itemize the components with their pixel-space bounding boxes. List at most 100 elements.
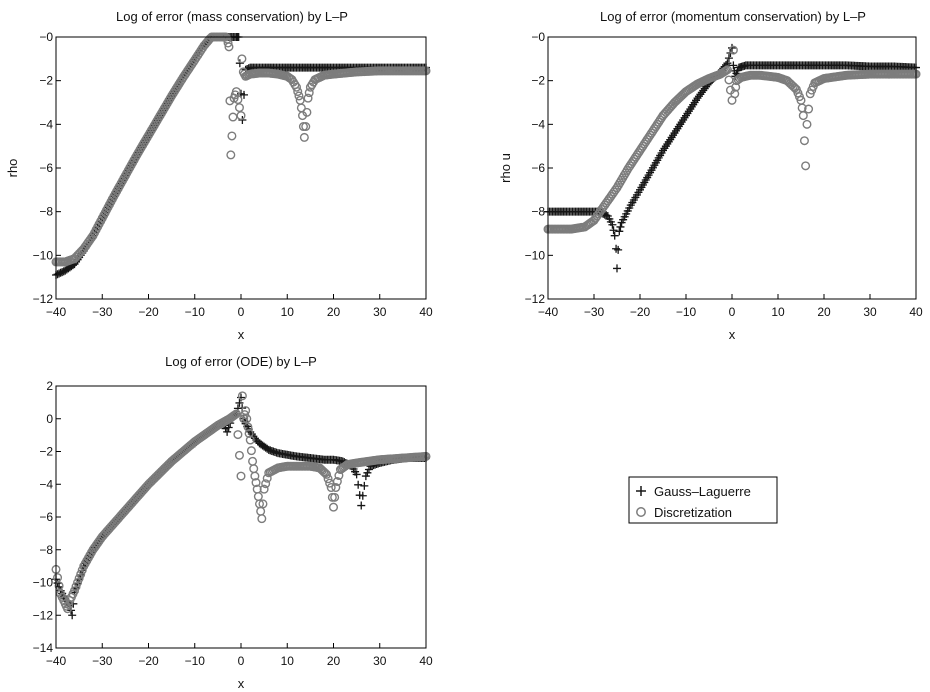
x-tick-label: 0 — [238, 654, 245, 668]
legend-label: Discretization — [654, 505, 732, 520]
circle-marker — [258, 499, 268, 509]
circle-marker — [330, 492, 340, 502]
circle-marker — [241, 406, 251, 416]
x-tick-label: −40 — [46, 305, 67, 319]
data-points — [51, 391, 431, 620]
x-tick-label: −30 — [92, 654, 113, 668]
x-tick-label: −30 — [92, 305, 113, 319]
y-tick-label: −6 — [39, 161, 53, 175]
plus-marker — [610, 231, 619, 240]
y-tick-label: −2 — [531, 74, 545, 88]
legend-label: Gauss–Laguerre — [654, 484, 751, 499]
circle-marker — [249, 464, 259, 474]
x-tick-label: 30 — [373, 305, 387, 319]
circle-marker — [332, 477, 342, 487]
y-tick-label: −8 — [39, 543, 53, 557]
circle-marker — [76, 569, 86, 579]
y-tick-label: −0 — [531, 30, 545, 44]
circle-marker — [798, 111, 808, 121]
circle-marker — [248, 456, 258, 466]
plus-marker — [224, 423, 233, 432]
circle-marker — [73, 578, 83, 588]
plus-marker — [354, 480, 363, 489]
y-tick-label: −10 — [525, 248, 546, 262]
y-axis-label: rho — [5, 159, 20, 178]
circle-marker — [239, 414, 249, 424]
circle-marker — [231, 409, 241, 419]
series-discretization — [51, 32, 431, 267]
circle-marker — [230, 410, 240, 420]
circle-marker — [304, 88, 314, 98]
circle-marker — [295, 95, 305, 105]
plot-title: Log of error (momentum conservation) by … — [600, 9, 866, 24]
circle-marker — [226, 150, 236, 160]
circle-marker — [228, 112, 238, 122]
circle-marker — [610, 185, 620, 195]
plus-marker — [360, 481, 369, 490]
y-tick-label: −12 — [33, 292, 54, 306]
circle-marker — [188, 57, 198, 67]
plus-marker — [68, 611, 77, 620]
circle-marker — [292, 82, 302, 92]
x-tick-label: −20 — [630, 305, 651, 319]
x-tick-label: −20 — [138, 654, 159, 668]
x-tick-label: 30 — [863, 305, 877, 319]
circle-marker — [294, 91, 304, 101]
circle-marker — [323, 474, 333, 484]
x-tick-label: −10 — [185, 305, 206, 319]
y-tick-label: −4 — [39, 477, 53, 491]
y-tick-label: −14 — [33, 641, 54, 655]
x-tick-label: 10 — [281, 305, 295, 319]
plot-title: Log of error (ODE) by L–P — [165, 354, 317, 369]
circle-marker — [799, 136, 809, 146]
y-tick-label: −8 — [531, 205, 545, 219]
circle-marker — [223, 38, 233, 48]
y-tick-label: −4 — [531, 117, 545, 131]
circle-marker — [256, 506, 266, 516]
plus-marker — [616, 222, 625, 231]
y-tick-label: −12 — [33, 608, 54, 622]
plus-marker — [357, 501, 366, 510]
circle-marker — [234, 103, 244, 113]
plus-marker — [358, 491, 367, 500]
circle-marker — [236, 111, 246, 121]
y-tick-label: −2 — [39, 445, 53, 459]
y-tick-label: −6 — [531, 161, 545, 175]
circle-marker — [329, 502, 339, 512]
circle-marker — [326, 483, 336, 493]
circle-marker — [63, 604, 73, 614]
circle-marker — [302, 107, 312, 117]
plus-marker — [53, 579, 62, 588]
y-tick-label: 0 — [46, 412, 53, 426]
circle-marker — [237, 54, 247, 64]
circle-marker — [53, 573, 63, 583]
x-tick-label: 20 — [327, 654, 341, 668]
y-tick-label: −6 — [39, 510, 53, 524]
circle-marker — [301, 122, 311, 132]
circle-marker — [251, 478, 261, 488]
circle-marker — [293, 87, 303, 97]
series-gauss-laguerre — [52, 393, 430, 620]
x-axis-label: x — [729, 327, 736, 342]
plot-ode: Log of error (ODE) by L–P −40 −30 −20 −10 0 1… — [33, 354, 433, 691]
plus-marker — [240, 90, 249, 99]
y-tick-label: −10 — [33, 248, 54, 262]
y-tick-label: −4 — [39, 117, 53, 131]
circle-marker — [331, 483, 341, 493]
plot-frame — [547, 36, 917, 300]
plus-marker — [614, 245, 623, 254]
plus-marker — [609, 226, 618, 235]
y-tick-label: −2 — [39, 74, 53, 88]
plus-marker — [615, 227, 624, 236]
legend: Gauss–Laguerre Discretization — [628, 476, 778, 524]
circle-marker — [322, 469, 332, 479]
y-tick-label: −12 — [525, 292, 546, 306]
y-tick-label: −10 — [33, 576, 54, 590]
data-points — [543, 43, 921, 273]
circle-marker — [728, 45, 738, 55]
y-tick-label: −8 — [39, 205, 53, 219]
plot-title: Log of error (mass conservation) by L–P — [116, 9, 348, 24]
x-tick-label: 40 — [419, 305, 433, 319]
plus-marker — [238, 115, 247, 124]
circle-marker — [227, 131, 237, 141]
